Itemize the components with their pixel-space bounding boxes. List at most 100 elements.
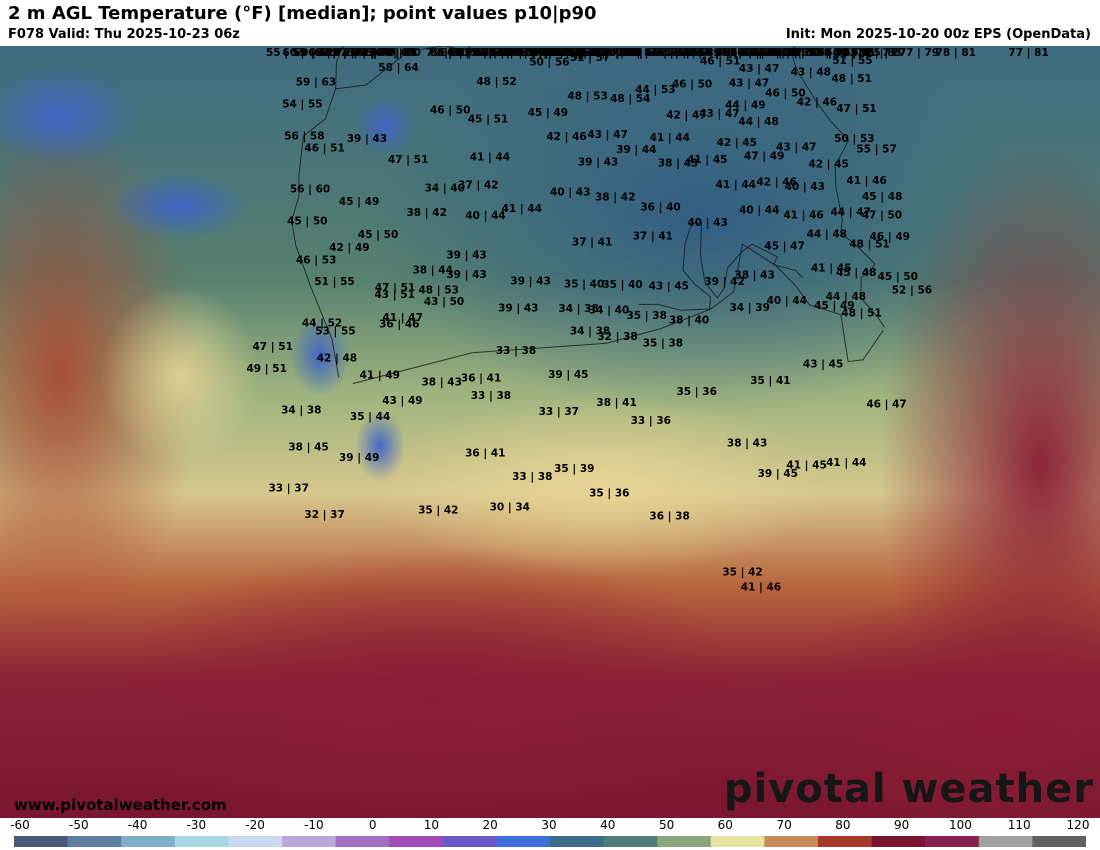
point-value-label: 63 | 69 xyxy=(514,47,554,59)
point-value-label: 56 | 61 xyxy=(465,47,505,59)
point-value-label: 75 | 77 xyxy=(866,47,906,59)
point-value-label: 41 | 45 xyxy=(811,262,851,274)
us-canada-border xyxy=(352,243,884,385)
great-lakes-outline xyxy=(638,221,803,311)
color-scale-segment xyxy=(603,836,658,847)
point-value-label: 38 | 45 xyxy=(288,441,328,453)
point-value-label: 36 | 38 xyxy=(649,510,689,522)
point-value-label: 48 | 54 xyxy=(742,47,782,59)
map-header: 2 m AGL Temperature (°F) [median]; point… xyxy=(0,0,1100,46)
point-value-label: 39 | 43 xyxy=(498,303,538,315)
color-scale-tick: 50 xyxy=(658,818,675,832)
point-value-label: 76 | 82 xyxy=(513,47,553,59)
point-value-label: 51 | 55 xyxy=(691,47,731,59)
point-value-label: 45 | 51 xyxy=(468,113,508,125)
point-value-label: 42 | 46 xyxy=(797,96,837,108)
point-value-label: 76 | 74 xyxy=(470,47,510,59)
point-value-label: 41 | 45 xyxy=(687,154,727,166)
point-value-label: 68 | 73 xyxy=(314,47,354,59)
point-value-label: 77 | 80 xyxy=(381,47,421,59)
point-value-label: 58 | 62 xyxy=(621,47,661,59)
color-scale-segment xyxy=(764,836,819,847)
point-value-label: 44 | 47 xyxy=(831,207,871,219)
point-value-label: 73 | 78 xyxy=(325,47,365,59)
point-value-label: 72 | 76 xyxy=(834,47,874,59)
point-value-label: 39 | 42 xyxy=(704,276,744,288)
color-scale-tick: 20 xyxy=(482,818,498,832)
point-value-label: 50 | 56 xyxy=(449,47,489,59)
point-value-label: 48 | 54 xyxy=(697,47,737,59)
point-value-label: 39 | 43 xyxy=(347,133,387,145)
point-value-label: 43 | 49 xyxy=(382,395,422,407)
point-value-label: 72 | 79 xyxy=(355,47,395,59)
point-value-label: 45 | 49 xyxy=(339,196,379,208)
color-scale-tick: 40 xyxy=(600,818,616,832)
color-scale-tick: 120 xyxy=(1066,818,1090,832)
point-value-label: 32 | 37 xyxy=(304,509,344,521)
point-value-label: 55 | 57 xyxy=(266,47,306,59)
point-value-label: 52 | 56 xyxy=(892,284,932,296)
color-scale-tick: 10 xyxy=(423,818,440,832)
point-value-label: 76 | 78 xyxy=(565,47,605,59)
color-scale-tick: 30 xyxy=(541,818,557,832)
point-value-label: 35 | 38 xyxy=(643,338,683,350)
point-value-label: 46 | 50 xyxy=(765,88,805,100)
point-value-label: 43 | 45 xyxy=(649,281,689,293)
point-value-label: 44 | 48 xyxy=(826,291,866,303)
point-value-label: 74 | 78 xyxy=(560,47,600,59)
point-value-label: 49 | 56 xyxy=(626,47,666,59)
point-value-label: 43 | 47 xyxy=(699,108,739,120)
point-value-label: 39 | 44 xyxy=(616,144,656,156)
point-value-label: 46 | 50 xyxy=(672,79,712,91)
point-value-label: 44 | 49 xyxy=(757,47,797,59)
pacific-coastline xyxy=(291,46,344,378)
point-value-label: 46 | 47 xyxy=(866,399,906,411)
point-value-label: 55 | 60 xyxy=(776,47,816,59)
point-value-label: 48 | 51 xyxy=(832,73,872,85)
point-value-label: 46 | 50 xyxy=(430,104,470,116)
gulf-coastline xyxy=(791,46,885,328)
point-value-label: 54 | 55 xyxy=(282,98,322,110)
point-value-label: 52 | 57 xyxy=(763,47,803,59)
point-value-label: 51 | 56 xyxy=(807,47,847,59)
point-value-label: 52 | 58 xyxy=(673,47,713,59)
point-value-label: 34 | 38 xyxy=(570,325,610,337)
point-value-label: 38 | 42 xyxy=(595,192,635,204)
point-value-label: 40 | 44 xyxy=(767,295,807,307)
color-scale-tick: -30 xyxy=(186,818,207,832)
point-value-label: 45 | 47 xyxy=(764,241,804,253)
point-value-label: 34 | 39 xyxy=(730,302,770,314)
point-value-label: 43 | 45 xyxy=(803,358,843,370)
point-value-label: 33 | 37 xyxy=(539,406,579,418)
init-time: Init: Mon 2025-10-20 00z EPS (OpenData) xyxy=(785,27,1091,42)
point-value-label: 44 | 48 xyxy=(738,116,778,128)
point-value-label: 56 | 60 xyxy=(730,47,770,59)
point-value-label: 39 | 49 xyxy=(339,452,379,464)
point-value-label: 48 | 53 xyxy=(567,91,607,103)
point-value-label: 40 | 43 xyxy=(687,217,727,229)
point-value-label: 46 | 51 xyxy=(304,143,344,155)
point-value-label: 41 | 46 xyxy=(741,582,781,594)
color-scale-ticks: -60 -50 -40 -30 -20 -10 0 10 20 30 40 50 60 70 80 90 100… xyxy=(0,818,1100,834)
point-value-label: 66 | 72 xyxy=(541,47,581,59)
point-value-label: 47 | 54 xyxy=(664,47,704,59)
point-value-label: 56 | 61 xyxy=(583,47,623,59)
point-value-label: 39 | 43 xyxy=(578,157,618,169)
point-value-label: 41 | 44 xyxy=(716,179,756,191)
point-value-label: 33 | 38 xyxy=(496,345,536,357)
point-value-label: 60 | 62 xyxy=(294,47,334,59)
point-value-label: 51 | 55 xyxy=(832,55,872,67)
point-value-label: 55 | 60 xyxy=(657,47,697,59)
point-value-label: 45 | 49 xyxy=(814,300,854,312)
point-value-label: 59 | 63 xyxy=(296,76,336,88)
color-scale-tick: 0 xyxy=(368,818,377,832)
point-value-label: 43 | 47 xyxy=(739,63,779,75)
point-value-label: 64 | 66 xyxy=(556,47,596,59)
color-scale-segment xyxy=(282,836,337,847)
point-value-label: 40 | 43 xyxy=(785,181,825,193)
point-value-label: 35 | 44 xyxy=(350,411,390,423)
point-value-label: 46 | 53 xyxy=(296,255,336,267)
point-value-label: 71 | 80 xyxy=(352,47,392,59)
point-value-label: 58 | 63 xyxy=(598,47,638,59)
